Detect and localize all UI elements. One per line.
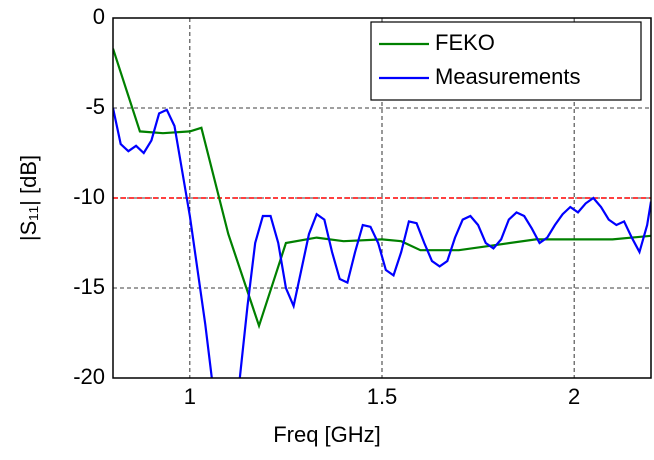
y-tick-label: -15 [73, 274, 105, 299]
y-tick-label: 0 [93, 4, 105, 29]
y-tick-label: -10 [73, 184, 105, 209]
x-axis-label: Freq [GHz] [273, 422, 381, 447]
legend-box [370, 21, 642, 101]
data-line [113, 107, 651, 378]
x-tick-label: 1 [184, 384, 196, 409]
data-line [113, 48, 651, 330]
plot-lines [113, 48, 651, 378]
y-axis-label: |S₁₁| [dB] [16, 155, 41, 241]
x-tick-label: 2 [568, 384, 580, 409]
legend-label: FEKO [435, 30, 495, 55]
y-tick-label: -5 [85, 94, 105, 119]
y-tick-label: -20 [73, 364, 105, 389]
plot-frame [112, 17, 652, 379]
legend-label: Measurements [435, 64, 581, 89]
x-tick-label: 1.5 [367, 384, 398, 409]
